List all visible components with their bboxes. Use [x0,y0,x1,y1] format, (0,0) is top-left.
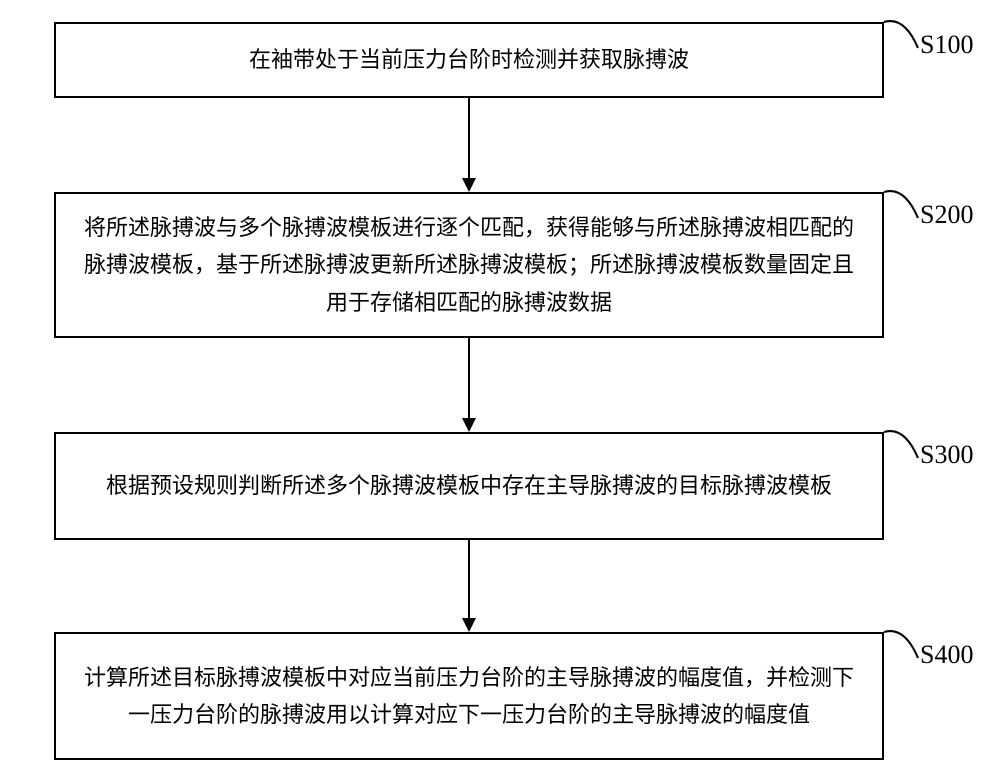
connector-s300 [882,430,924,464]
arrow-2-head [462,418,476,432]
step-s400-box: 计算所述目标脉搏波模板中对应当前压力台阶的主导脉搏波的幅度值，并检测下一压力台阶… [54,632,884,760]
step-label-s100: S100 [920,30,973,60]
arrow-3-head [462,618,476,632]
arrow-1-line [468,98,470,178]
step-s300-text: 根据预设规则判断所述多个脉搏波模板中存在主导脉搏波的目标脉搏波模板 [106,467,832,504]
arrow-3-line [468,540,470,618]
step-s100-text: 在袖带处于当前压力台阶时检测并获取脉搏波 [249,41,689,78]
step-label-s300: S300 [920,440,973,470]
step-s200-text: 将所述脉搏波与多个脉搏波模板进行逐个匹配，获得能够与所述脉搏波相匹配的脉搏波模板… [76,209,862,321]
flowchart-canvas: 在袖带处于当前压力台阶时检测并获取脉搏波 将所述脉搏波与多个脉搏波模板进行逐个匹… [0,0,1000,767]
step-label-s400: S400 [920,640,973,670]
arrow-2-line [468,338,470,418]
connector-s100 [882,20,924,54]
step-label-s200: S200 [920,200,973,230]
step-s200-box: 将所述脉搏波与多个脉搏波模板进行逐个匹配，获得能够与所述脉搏波相匹配的脉搏波模板… [54,192,884,338]
arrow-1-head [462,178,476,192]
connector-s200 [882,190,924,224]
step-s100-box: 在袖带处于当前压力台阶时检测并获取脉搏波 [54,22,884,98]
step-s300-box: 根据预设规则判断所述多个脉搏波模板中存在主导脉搏波的目标脉搏波模板 [54,432,884,540]
connector-s400 [882,630,924,664]
step-s400-text: 计算所述目标脉搏波模板中对应当前压力台阶的主导脉搏波的幅度值，并检测下一压力台阶… [76,659,862,734]
